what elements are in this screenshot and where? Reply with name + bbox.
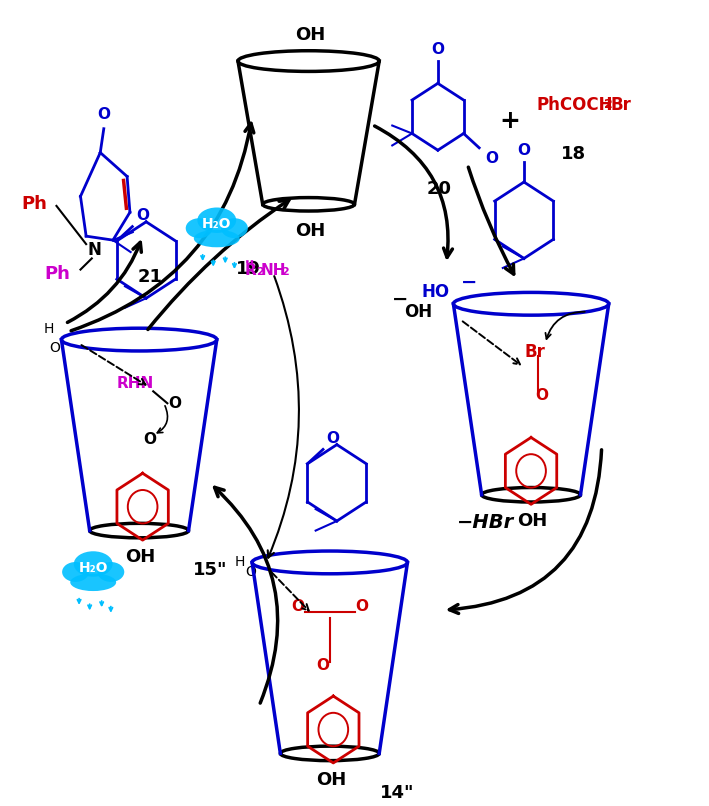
Text: 15": 15"	[192, 561, 227, 579]
Text: 20: 20	[427, 181, 452, 198]
Text: O: O	[431, 42, 445, 57]
Text: 19: 19	[236, 260, 261, 278]
Text: O: O	[97, 107, 111, 123]
Ellipse shape	[221, 218, 248, 238]
Text: NH: NH	[261, 263, 286, 278]
Text: N: N	[88, 242, 101, 260]
Text: O: O	[143, 431, 156, 447]
Text: O: O	[245, 565, 256, 579]
Text: Br: Br	[524, 343, 545, 360]
Text: R: R	[245, 263, 257, 278]
Text: PhCOCH: PhCOCH	[537, 96, 613, 114]
Text: −: −	[461, 272, 477, 292]
Text: H₂O: H₂O	[79, 561, 108, 575]
Text: O: O	[485, 151, 498, 166]
Text: O: O	[518, 143, 530, 158]
Text: OH: OH	[296, 222, 326, 240]
Text: 2: 2	[604, 98, 613, 111]
Text: O: O	[355, 599, 368, 613]
Ellipse shape	[62, 562, 89, 582]
Text: 21: 21	[138, 268, 162, 286]
Text: O: O	[291, 599, 304, 613]
Text: H₂O: H₂O	[202, 217, 232, 231]
Text: 18: 18	[561, 144, 586, 163]
Ellipse shape	[194, 230, 240, 247]
Text: RHN: RHN	[117, 376, 154, 391]
Text: O: O	[168, 396, 181, 411]
Text: OH: OH	[296, 26, 326, 44]
Text: 2: 2	[281, 267, 289, 276]
Text: OH: OH	[125, 548, 156, 566]
Text: HO: HO	[422, 283, 450, 301]
Text: +: +	[499, 109, 520, 133]
Ellipse shape	[186, 218, 213, 238]
Ellipse shape	[97, 562, 124, 582]
Text: O: O	[136, 209, 149, 223]
Ellipse shape	[70, 574, 116, 591]
Ellipse shape	[74, 551, 113, 577]
Text: ‥: ‥	[245, 251, 255, 266]
Text: O: O	[327, 431, 340, 447]
Text: H: H	[235, 555, 245, 569]
Text: OH: OH	[404, 303, 432, 321]
Ellipse shape	[197, 207, 236, 233]
Text: O: O	[535, 388, 548, 403]
Text: Ph: Ph	[21, 195, 48, 214]
Text: O: O	[49, 341, 60, 355]
Text: O: O	[316, 659, 329, 673]
Text: 14": 14"	[379, 783, 414, 802]
Text: H: H	[44, 322, 55, 335]
Text: 2: 2	[256, 267, 263, 276]
Text: −: −	[392, 290, 408, 310]
Text: OH: OH	[316, 771, 346, 789]
Text: OH: OH	[518, 513, 547, 530]
Text: Ph: Ph	[45, 265, 71, 284]
Text: −HBr: −HBr	[457, 513, 514, 532]
Text: Br: Br	[610, 96, 631, 114]
